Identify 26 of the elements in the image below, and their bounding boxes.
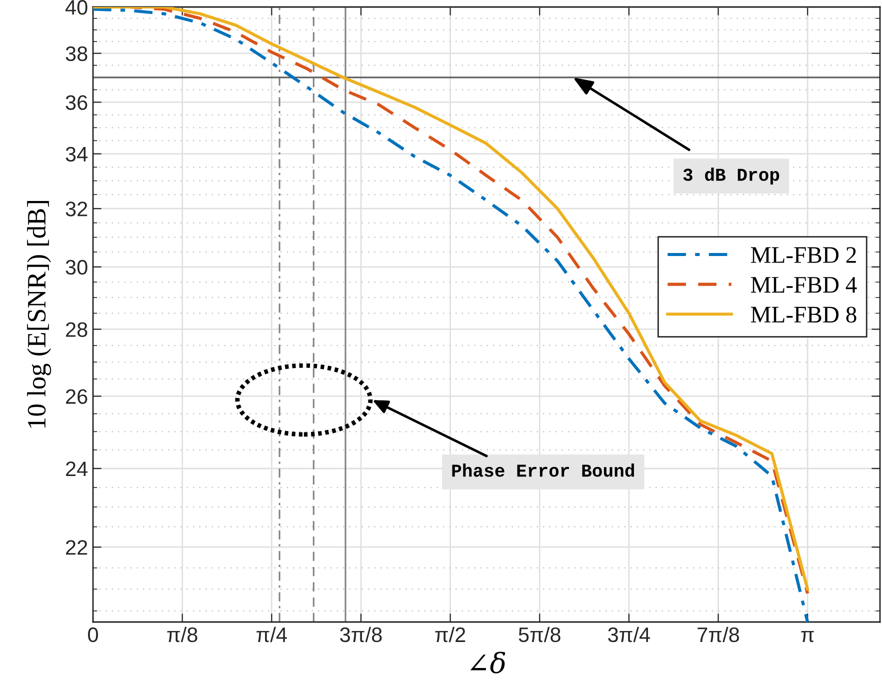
legend-label: ML-FBD 4 <box>750 277 857 293</box>
x-tick-label: π/2 <box>435 626 466 642</box>
x-tick-label: π <box>801 630 814 642</box>
x-axis-title: ∠δ <box>470 652 506 674</box>
x-tick-label: 5π/8 <box>518 626 560 642</box>
y-tick-label: 38 <box>66 46 88 62</box>
annotation: 3 dB Drop <box>683 168 780 184</box>
x-tick-label: π/4 <box>256 626 287 642</box>
legend-label: ML-FBD 2 <box>750 247 856 263</box>
y-tick-label: 36 <box>66 95 88 110</box>
y-tick-label: 24 <box>66 462 88 476</box>
annotation: Phase Error Bound <box>452 464 634 477</box>
y-tick-label: 22 <box>66 540 88 555</box>
x-tick-label: 3π/4 <box>608 626 650 642</box>
y-tick-label: 32 <box>66 202 88 216</box>
x-tick-label: 7π/8 <box>698 626 740 642</box>
y-axis-title: 10 log (E[SNR]) [dB] <box>27 201 52 428</box>
y-tick-label: 26 <box>66 389 88 404</box>
y-tick-label: 30 <box>66 260 88 275</box>
x-tick-label: 0 <box>88 627 98 642</box>
legend-label: ML-FBD 8 <box>750 306 856 323</box>
y-tick-label: 40 <box>65 0 88 15</box>
x-tick-label: π/8 <box>167 626 198 642</box>
y-tick-label: 34 <box>66 146 88 162</box>
x-tick-label: 3π/8 <box>340 626 382 642</box>
y-tick-label: 28 <box>66 322 88 337</box>
